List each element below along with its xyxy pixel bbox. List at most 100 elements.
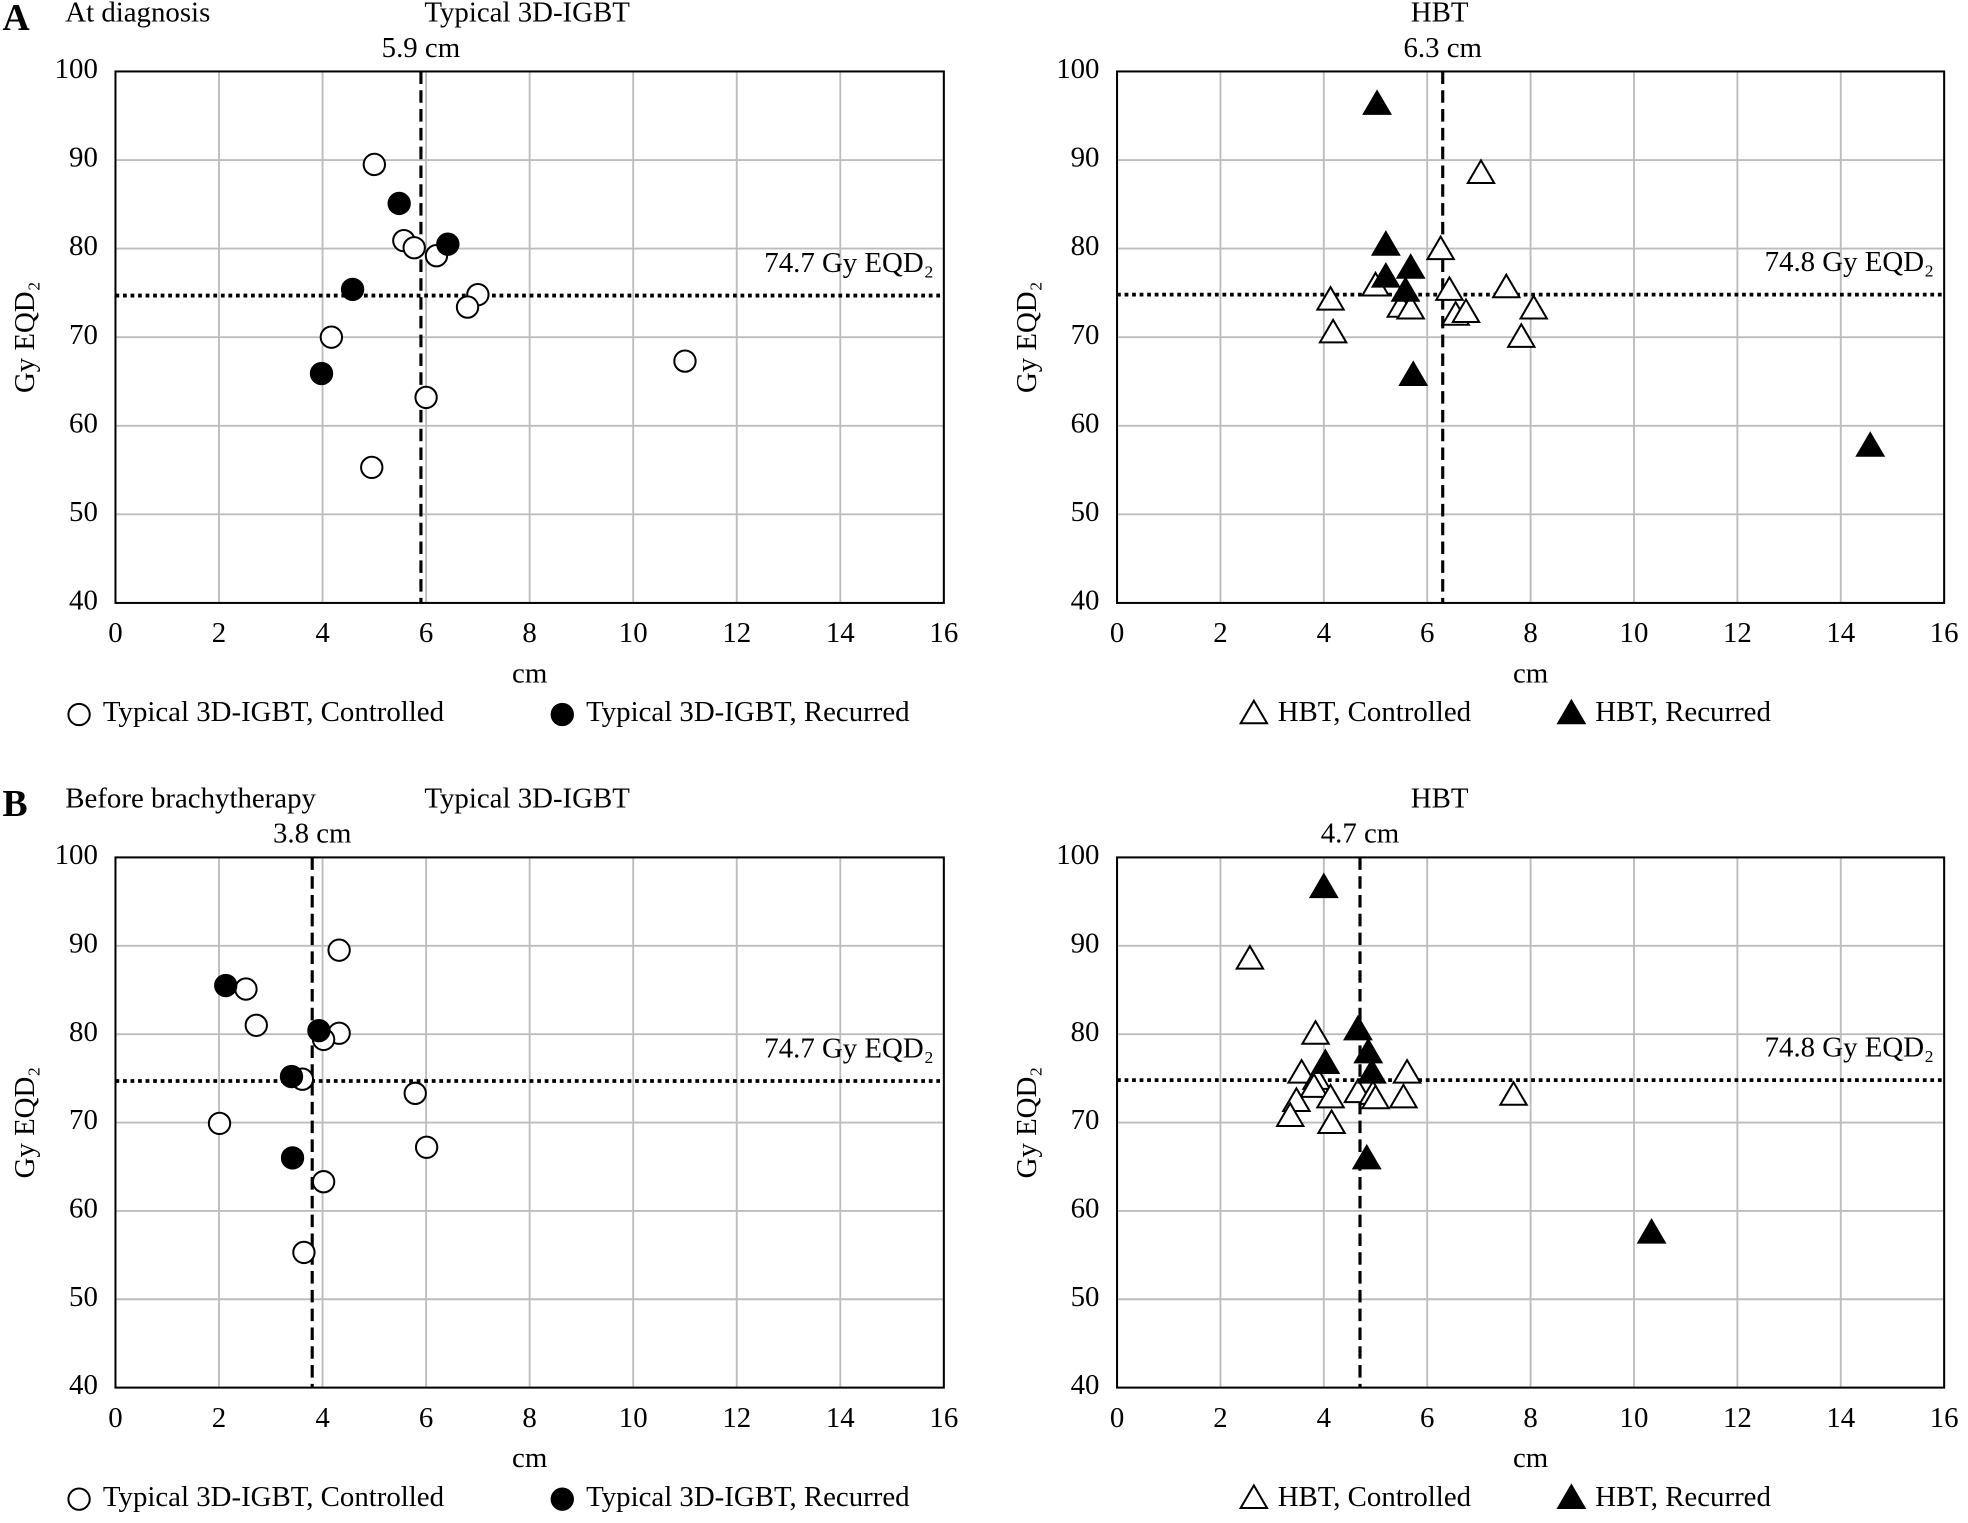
legend-label: Typical 3D-IGBT, Recurred [586, 696, 910, 728]
x-tick-label: 14 [826, 1402, 855, 1434]
legend-marker [1556, 1483, 1587, 1509]
data-point [455, 295, 480, 319]
cutoff-label: 4.7 cm [1321, 818, 1400, 850]
data-point [1466, 158, 1496, 184]
y-axis-label: Gy EQD₂ [1011, 1067, 1043, 1179]
legend-label: Typical 3D-IGBT, Recurred [586, 1481, 910, 1513]
chart-title: Typical 3D-IGBT [424, 0, 630, 29]
x-tick-label: 2 [1213, 1402, 1227, 1434]
x-tick-label: 16 [1930, 617, 1959, 649]
x-axis-label: cm [512, 1442, 547, 1474]
plot-frame [114, 856, 945, 1389]
y-tick-label: 60 [1071, 1193, 1100, 1225]
y-tick-label: 80 [69, 1016, 98, 1048]
x-tick-label: 14 [1826, 617, 1855, 649]
data-point [234, 977, 258, 1001]
data-point [1362, 89, 1392, 115]
legend-marker [550, 1487, 574, 1511]
x-tick-label: 10 [1620, 1402, 1649, 1434]
x-tick-label: 4 [1317, 617, 1331, 649]
legend-label: HBT, Recurred [1595, 696, 1771, 728]
x-tick-label: 16 [929, 1402, 958, 1434]
legend-marker [1238, 1483, 1269, 1509]
data-point [1351, 1143, 1382, 1170]
legend-label: HBT, Controlled [1278, 696, 1472, 728]
data-point [1286, 1058, 1317, 1084]
data-point [327, 938, 351, 962]
data-point [1360, 1083, 1391, 1110]
y-tick-label: 40 [1071, 585, 1100, 617]
data-point [319, 325, 344, 349]
x-tick-label: 16 [929, 617, 958, 649]
x-tick-label: 8 [1523, 1402, 1537, 1434]
x-tick-label: 10 [619, 1402, 648, 1434]
data-point [1308, 872, 1339, 899]
data-point [1518, 293, 1549, 320]
data-point [340, 277, 365, 302]
x-tick-label: 6 [419, 1402, 433, 1434]
data-point [244, 1013, 268, 1037]
data-point [309, 361, 334, 386]
data-point [414, 1135, 439, 1159]
data-point [1300, 1019, 1331, 1045]
data-point [311, 1170, 336, 1194]
y-tick-label: 60 [69, 1193, 98, 1225]
x-axis-label: cm [1513, 657, 1548, 689]
x-tick-label: 2 [212, 617, 226, 649]
data-point [1315, 1082, 1346, 1109]
data-point [673, 349, 697, 373]
data-point [414, 385, 438, 410]
chart-title: Typical 3D-IGBT [424, 783, 630, 815]
data-point [214, 973, 238, 998]
data-point [1388, 1082, 1419, 1109]
data-point [1353, 1037, 1384, 1064]
x-tick-label: 8 [1523, 617, 1537, 649]
x-tick-label: 6 [1420, 617, 1434, 649]
plot-frame [1116, 70, 1946, 604]
data-point [1299, 1072, 1329, 1098]
data-point [1310, 1048, 1341, 1074]
y-tick-label: 70 [69, 319, 98, 351]
x-tick-label: 12 [722, 617, 751, 649]
cutoff-label: 6.3 cm [1403, 32, 1482, 64]
x-tick-label: 4 [1317, 1402, 1331, 1434]
data-point [387, 191, 411, 216]
legend-label: HBT, Recurred [1595, 1481, 1771, 1513]
y-tick-label: 80 [1071, 230, 1100, 262]
threshold-label: 74.7 Gy EQD₂ [764, 247, 934, 279]
threshold-label: 74.8 Gy EQD₂ [1765, 1032, 1935, 1064]
legend-label: Typical 3D-IGBT, Controlled [103, 1481, 445, 1513]
y-axis-label: Gy EQD₂ [9, 1067, 41, 1179]
chart-title: HBT [1411, 0, 1469, 29]
legend-marker [550, 702, 574, 727]
data-point [1425, 234, 1456, 261]
y-tick-label: 100 [55, 53, 98, 85]
y-tick-label: 40 [1071, 1369, 1100, 1401]
x-tick-label: 8 [522, 1402, 536, 1434]
data-point [1390, 276, 1421, 302]
x-axis-label: cm [512, 657, 547, 689]
y-tick-label: 100 [1056, 839, 1099, 871]
data-point [1316, 1108, 1347, 1135]
data-point [436, 232, 460, 256]
x-tick-label: 2 [212, 1402, 226, 1434]
y-tick-label: 90 [1071, 142, 1100, 174]
y-tick-label: 40 [69, 1369, 98, 1401]
data-point [307, 1018, 331, 1043]
x-tick-label: 6 [419, 617, 433, 649]
cutoff-label: 5.9 cm [382, 32, 461, 64]
panel-subtitle: Before brachytherapy [65, 783, 316, 815]
data-point [1275, 1101, 1306, 1127]
x-tick-label: 12 [1723, 617, 1752, 649]
plot-frame [1116, 856, 1946, 1389]
y-tick-label: 90 [1071, 927, 1100, 959]
x-tick-label: 10 [1620, 617, 1649, 649]
y-tick-label: 80 [1071, 1016, 1100, 1048]
y-tick-label: 100 [55, 839, 98, 871]
y-tick-label: 90 [69, 142, 98, 174]
data-point [280, 1146, 305, 1170]
data-point [207, 1111, 232, 1136]
data-point [1395, 253, 1426, 279]
data-point [279, 1064, 304, 1089]
